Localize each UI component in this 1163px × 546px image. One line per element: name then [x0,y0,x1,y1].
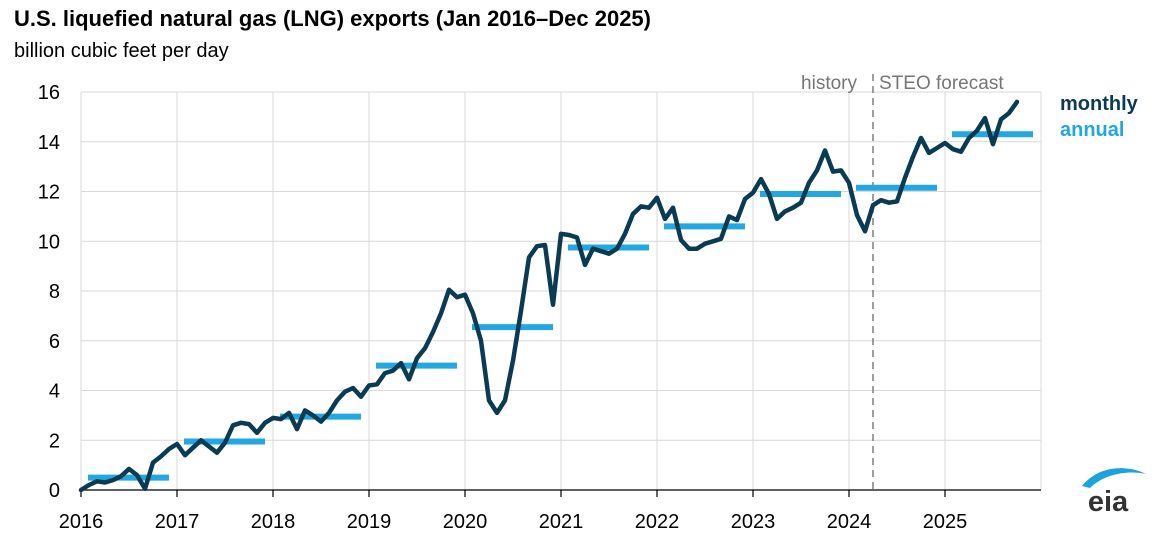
eia-logo-text: eia [1088,486,1129,518]
y-tick-label: 6 [49,331,60,353]
grid-lines [80,91,1042,491]
y-tick-label: 0 [49,480,60,502]
y-tick-label: 14 [38,132,60,154]
y-tick-label: 8 [49,281,60,303]
x-tick-label: 2021 [539,511,584,533]
y-tick-label: 16 [38,82,60,104]
x-tick-label: 2020 [443,511,488,533]
x-tick-label: 2023 [731,511,776,533]
x-axis-ticks: 2016 2017 2018 2019 2020 2021 2022 2023 2024 2025 [59,490,968,533]
y-tick-label: 10 [38,231,60,253]
chart-subtitle: billion cubic feet per day [14,40,229,62]
y-tick-label: 12 [38,182,60,204]
eia-logo-swoosh-icon [1082,468,1146,488]
x-tick-label: 2018 [251,511,296,533]
x-tick-label: 2022 [635,511,680,533]
x-tick-label: 2017 [155,511,200,533]
x-tick-label: 2019 [347,511,392,533]
x-tick-label: 2016 [59,511,104,533]
legend-annual: annual [1060,119,1124,141]
x-tick-label: 2025 [923,511,968,533]
legend-monthly: monthly [1060,93,1139,115]
x-tick-label: 2024 [827,511,872,533]
history-annotation: history [801,73,857,94]
y-tick-label: 4 [49,381,60,403]
forecast-annotation: STEO forecast [879,73,1004,94]
eia-logo[interactable]: eia [1082,468,1146,518]
y-axis-ticks: 0 2 4 6 8 10 12 14 16 [38,82,60,502]
monthly-series-line [78,99,1020,493]
y-tick-label: 2 [49,430,60,452]
chart-title: U.S. liquefied natural gas (LNG) exports… [14,6,651,31]
